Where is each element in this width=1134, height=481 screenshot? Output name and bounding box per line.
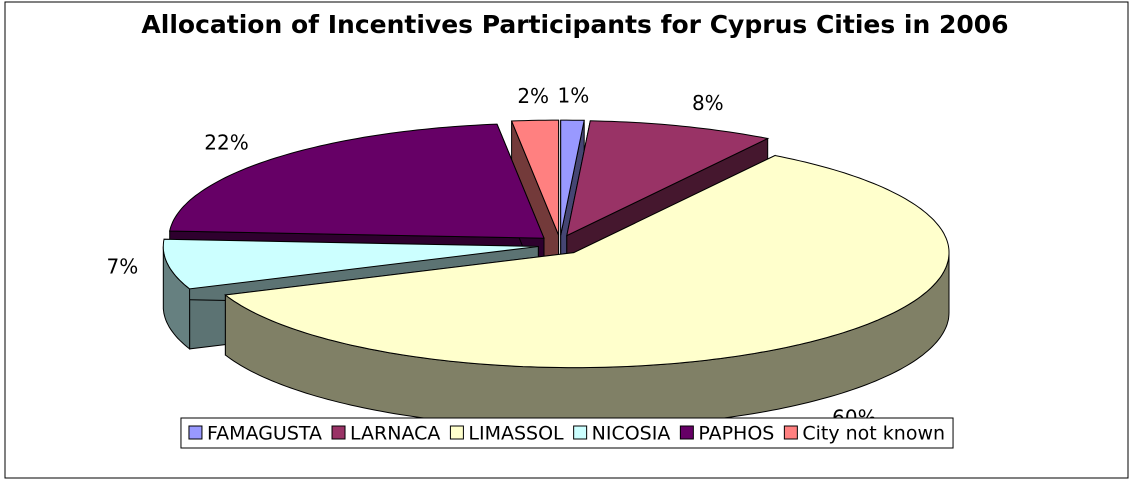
- chart-title: Allocation of Incentives Participants fo…: [141, 10, 1009, 39]
- legend-label: PAPHOS: [698, 423, 774, 445]
- legend-swatch: [449, 425, 464, 440]
- slice: [510, 119, 560, 236]
- data-label: 2%: [517, 84, 549, 108]
- slice: [224, 154, 950, 369]
- legend-swatch: [573, 425, 588, 440]
- legend: FAMAGUSTA LARNACA LIMASSOL NICOSIA PAPHOS Cit…: [180, 417, 954, 449]
- legend-box: [180, 417, 954, 449]
- legend-swatch: [331, 425, 346, 440]
- legend-label: LIMASSOL: [468, 423, 564, 445]
- data-label: 1%: [558, 84, 590, 108]
- pie: 1% 8%60%7%22%2%: [107, 84, 950, 429]
- data-label: 7%: [107, 255, 139, 279]
- slice: [560, 119, 585, 236]
- slice: [169, 123, 545, 239]
- legend-label: FAMAGUSTA: [207, 423, 322, 445]
- legend-swatch: [679, 425, 694, 440]
- data-label: 22%: [204, 130, 248, 154]
- legend-label: NICOSIA: [592, 423, 671, 445]
- legend-label: City not known: [802, 423, 945, 445]
- legend-swatch: [783, 425, 798, 440]
- data-label: 8%: [692, 91, 724, 115]
- legend-label: LARNACA: [350, 423, 440, 445]
- slice: [162, 238, 539, 290]
- slice: [566, 120, 770, 237]
- legend-swatch: [188, 425, 203, 440]
